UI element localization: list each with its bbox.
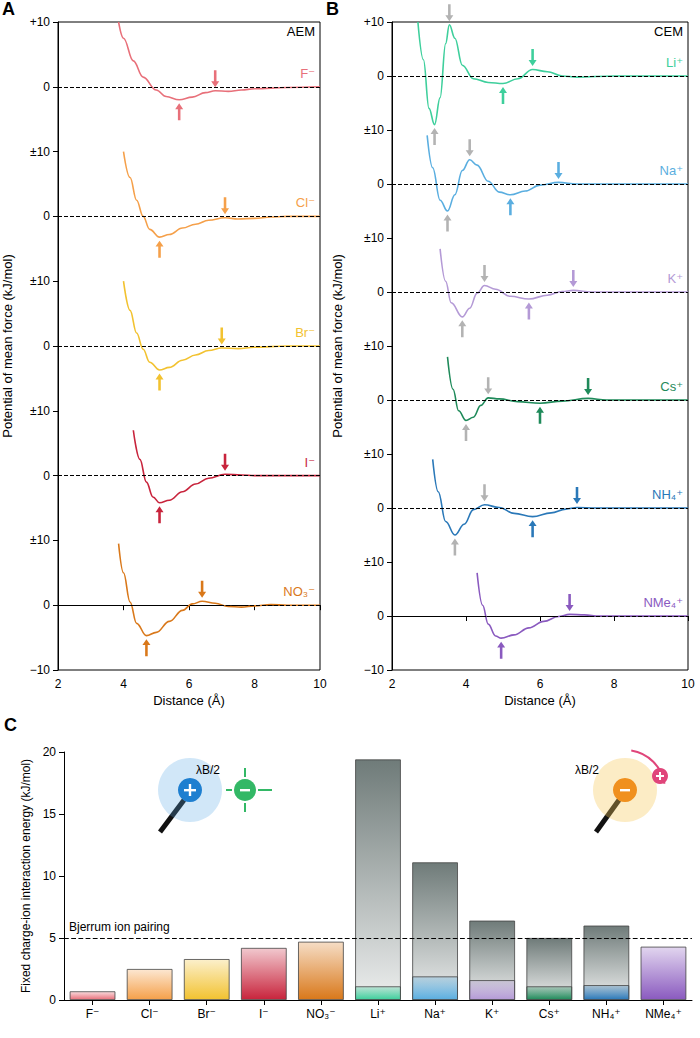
svg-text:λB/2: λB/2: [575, 763, 599, 777]
svg-text:K⁺: K⁺: [485, 1007, 499, 1021]
svg-text:Cl⁻: Cl⁻: [296, 195, 315, 210]
svg-text:0: 0: [377, 285, 384, 299]
svg-text:0: 0: [43, 339, 50, 353]
svg-text:0: 0: [377, 393, 384, 407]
svg-text:B: B: [326, 0, 339, 19]
svg-text:20: 20: [43, 745, 57, 759]
svg-text:2: 2: [55, 677, 62, 691]
svg-text:NO₃⁻: NO₃⁻: [283, 584, 315, 599]
svg-text:10: 10: [43, 869, 57, 883]
svg-text:Br⁻: Br⁻: [198, 1007, 216, 1021]
svg-text:5: 5: [49, 931, 56, 945]
svg-text:I⁻: I⁻: [305, 455, 315, 470]
svg-text:Bjerrum ion pairing: Bjerrum ion pairing: [69, 920, 170, 934]
svg-text:+10: +10: [30, 15, 51, 29]
svg-text:0: 0: [43, 209, 50, 223]
svg-text:NO₃⁻: NO₃⁻: [306, 1007, 335, 1021]
svg-text:AEM: AEM: [287, 24, 315, 39]
svg-text:NMe₄⁺: NMe₄⁺: [643, 595, 683, 610]
svg-text:0: 0: [43, 598, 50, 612]
svg-text:Potential of mean force (kJ/mo: Potential of mean force (kJ/mol): [330, 254, 345, 438]
svg-text:0: 0: [377, 501, 384, 515]
svg-text:0: 0: [377, 609, 384, 623]
svg-text:10: 10: [681, 677, 695, 691]
svg-text:0: 0: [43, 469, 50, 483]
svg-text:Li⁺: Li⁺: [370, 1007, 386, 1021]
svg-text:+10: +10: [364, 15, 385, 29]
svg-text:0: 0: [377, 177, 384, 191]
svg-text:±10: ±10: [30, 533, 50, 547]
svg-text:±10: ±10: [364, 555, 384, 569]
svg-text:2: 2: [389, 677, 396, 691]
svg-text:−10: −10: [30, 663, 51, 677]
svg-text:0: 0: [43, 80, 50, 94]
svg-text:NH₄⁺: NH₄⁺: [652, 487, 683, 502]
svg-text:K⁺: K⁺: [667, 271, 683, 286]
svg-text:F⁻: F⁻: [86, 1007, 100, 1021]
svg-text:8: 8: [611, 677, 618, 691]
svg-text:±10: ±10: [364, 339, 384, 353]
svg-text:CEM: CEM: [654, 24, 683, 39]
svg-text:F⁻: F⁻: [300, 66, 315, 81]
svg-text:Na⁺: Na⁺: [660, 163, 683, 178]
svg-text:6: 6: [537, 677, 544, 691]
svg-text:0: 0: [49, 993, 56, 1007]
svg-text:A: A: [2, 0, 15, 19]
svg-text:8: 8: [251, 677, 258, 691]
svg-text:Potential of mean force (kJ/mo: Potential of mean force (kJ/mol): [0, 254, 15, 438]
svg-text:Fixed charge-ion interaction e: Fixed charge-ion interaction energy (kJ/…: [19, 759, 33, 993]
svg-text:±10: ±10: [364, 123, 384, 137]
svg-text:±10: ±10: [364, 231, 384, 245]
svg-text:0: 0: [377, 69, 384, 83]
svg-text:Cs⁺: Cs⁺: [539, 1007, 560, 1021]
svg-text:C: C: [4, 715, 17, 735]
svg-text:−10: −10: [364, 663, 385, 677]
svg-text:Na⁺: Na⁺: [424, 1007, 446, 1021]
svg-text:10: 10: [313, 677, 327, 691]
svg-text:λB/2: λB/2: [196, 763, 220, 777]
svg-text:Cl⁻: Cl⁻: [141, 1007, 159, 1021]
svg-text:Cs⁺: Cs⁺: [660, 379, 683, 394]
svg-text:I⁻: I⁻: [259, 1007, 269, 1021]
svg-text:NMe₄⁺: NMe₄⁺: [645, 1007, 682, 1021]
svg-text:6: 6: [186, 677, 193, 691]
svg-text:Br⁻: Br⁻: [295, 325, 315, 340]
svg-text:Li⁺: Li⁺: [666, 55, 683, 70]
svg-text:15: 15: [43, 807, 57, 821]
svg-text:±10: ±10: [30, 145, 50, 159]
svg-text:±10: ±10: [30, 274, 50, 288]
svg-text:4: 4: [120, 677, 127, 691]
svg-text:±10: ±10: [30, 404, 50, 418]
svg-text:Distance (Å): Distance (Å): [153, 693, 225, 708]
svg-text:NH₄⁺: NH₄⁺: [592, 1007, 621, 1021]
svg-text:4: 4: [463, 677, 470, 691]
svg-text:±10: ±10: [364, 447, 384, 461]
svg-text:Distance (Å): Distance (Å): [504, 693, 576, 708]
